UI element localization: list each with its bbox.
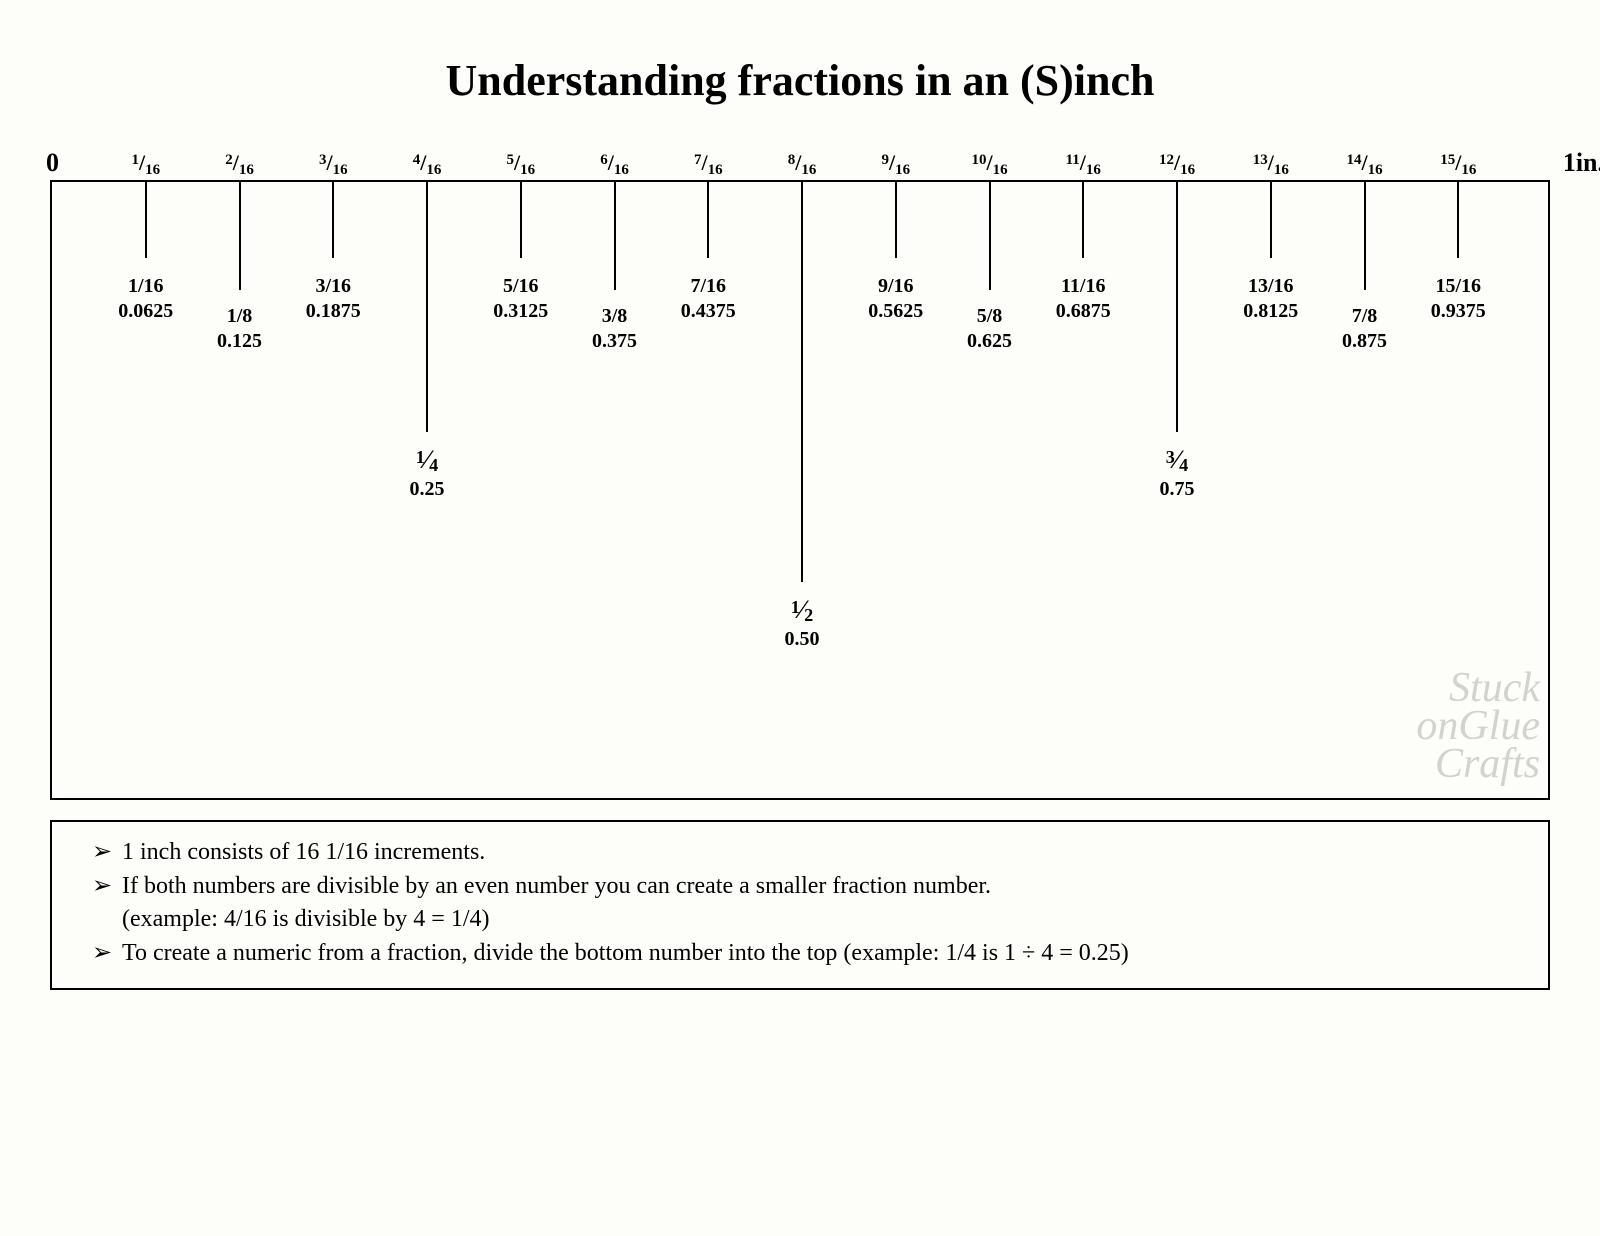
bullet-arrow-icon: ➢ <box>92 870 122 904</box>
watermark-line: onGlue <box>1416 708 1540 746</box>
tick-mark <box>707 182 709 258</box>
fraction-value: 11/160.6875 <box>1056 274 1111 324</box>
note-row: ➢If both numbers are divisible by an eve… <box>92 870 1508 904</box>
tick-mark <box>145 182 147 258</box>
tick-mark <box>426 182 428 432</box>
tick-mark <box>1176 182 1178 432</box>
sixteenth-label: 3/16 <box>319 150 348 179</box>
fraction-text: 11/16 <box>1056 274 1111 299</box>
decimal-text: 0.5625 <box>868 299 923 324</box>
sixteenth-label: 12/16 <box>1159 150 1195 179</box>
note-text: (example: 4/16 is divisible by 4 = 1/4) <box>122 903 1508 937</box>
decimal-text: 0.3125 <box>493 299 548 324</box>
fraction-text: 9/16 <box>868 274 923 299</box>
note-row: (example: 4/16 is divisible by 4 = 1/4) <box>92 903 1508 937</box>
sixteenth-label: 7/16 <box>694 150 723 179</box>
fraction-text: 7/16 <box>681 274 736 299</box>
fraction-text: 7/8 <box>1342 304 1387 329</box>
sixteenth-label: 6/16 <box>600 150 629 179</box>
fraction-text: 1/8 <box>217 304 262 329</box>
sixteenth-label: 15/16 <box>1440 150 1476 179</box>
page-title: Understanding fractions in an (S)inch <box>0 0 1600 106</box>
note-text: To create a numeric from a fraction, div… <box>122 937 1508 971</box>
fraction-text: 15/16 <box>1431 274 1486 299</box>
fraction-value: 1/160.0625 <box>118 274 173 324</box>
endpoint-right: 1in. <box>1563 148 1600 178</box>
bullet-arrow-icon: ➢ <box>92 836 122 870</box>
fraction-value: 1/80.125 <box>217 304 262 354</box>
fraction-value: 5/80.625 <box>967 304 1012 354</box>
fraction-value: 13/160.8125 <box>1243 274 1298 324</box>
tick-mark <box>895 182 897 258</box>
fraction-text: 3/16 <box>306 274 361 299</box>
fraction-value: 1⁄40.25 <box>410 444 445 502</box>
watermark-line: Crafts <box>1416 746 1540 784</box>
fraction-text: 5/16 <box>493 274 548 299</box>
sixteenth-label: 4/16 <box>413 150 442 179</box>
sixteenth-label: 5/16 <box>506 150 535 179</box>
tick-mark <box>801 182 803 582</box>
decimal-text: 0.875 <box>1342 329 1387 354</box>
decimal-text: 0.8125 <box>1243 299 1298 324</box>
tick-mark <box>239 182 241 290</box>
decimal-text: 0.125 <box>217 329 262 354</box>
endpoint-left: 0 <box>46 148 59 178</box>
decimal-text: 0.625 <box>967 329 1012 354</box>
fraction-text: 1⁄2 <box>785 594 820 627</box>
watermark: Stuck onGlue Crafts <box>1416 670 1540 783</box>
sixteenth-label: 9/16 <box>881 150 910 179</box>
decimal-text: 0.6875 <box>1056 299 1111 324</box>
tick-mark <box>520 182 522 258</box>
fraction-value: 7/160.4375 <box>681 274 736 324</box>
decimal-text: 0.0625 <box>118 299 173 324</box>
bullet-arrow-icon: ➢ <box>92 937 122 971</box>
decimal-text: 0.1875 <box>306 299 361 324</box>
sixteenth-label: 2/16 <box>225 150 254 179</box>
fraction-value: 1⁄20.50 <box>785 594 820 652</box>
decimal-text: 0.4375 <box>681 299 736 324</box>
sixteenth-label: 8/16 <box>788 150 817 179</box>
fraction-text: 13/16 <box>1243 274 1298 299</box>
fraction-text: 1⁄4 <box>410 444 445 477</box>
tick-mark <box>989 182 991 290</box>
tick-mark <box>1082 182 1084 258</box>
decimal-text: 0.25 <box>410 477 445 502</box>
fraction-text: 3⁄4 <box>1160 444 1195 477</box>
sixteenth-label: 10/16 <box>971 150 1007 179</box>
sixteenth-label: 13/16 <box>1253 150 1289 179</box>
sixteenth-label: 14/16 <box>1346 150 1382 179</box>
fraction-value: 3⁄40.75 <box>1160 444 1195 502</box>
sixteenth-label: 1/16 <box>131 150 160 179</box>
tick-mark <box>1364 182 1366 290</box>
decimal-text: 0.50 <box>785 627 820 652</box>
note-row: ➢1 inch consists of 16 1/16 increments. <box>92 836 1508 870</box>
fraction-text: 3/8 <box>592 304 637 329</box>
fraction-text: 1/16 <box>118 274 173 299</box>
note-text: 1 inch consists of 16 1/16 increments. <box>122 836 1508 870</box>
tick-mark <box>614 182 616 290</box>
fraction-value: 7/80.875 <box>1342 304 1387 354</box>
fraction-text: 5/8 <box>967 304 1012 329</box>
tick-mark <box>1457 182 1459 258</box>
ruler-diagram: 0 1in. 1/161/160.06252/161/80.1253/163/1… <box>50 180 1550 800</box>
decimal-text: 0.75 <box>1160 477 1195 502</box>
sixteenth-label: 11/16 <box>1066 150 1101 179</box>
notes-box: ➢1 inch consists of 16 1/16 increments.➢… <box>50 820 1550 990</box>
note-text: If both numbers are divisible by an even… <box>122 870 1508 904</box>
note-row: ➢To create a numeric from a fraction, di… <box>92 937 1508 971</box>
tick-mark <box>1270 182 1272 258</box>
decimal-text: 0.375 <box>592 329 637 354</box>
tick-mark <box>332 182 334 258</box>
fraction-value: 3/80.375 <box>592 304 637 354</box>
fraction-value: 5/160.3125 <box>493 274 548 324</box>
decimal-text: 0.9375 <box>1431 299 1486 324</box>
fraction-value: 9/160.5625 <box>868 274 923 324</box>
fraction-value: 3/160.1875 <box>306 274 361 324</box>
fraction-value: 15/160.9375 <box>1431 274 1486 324</box>
